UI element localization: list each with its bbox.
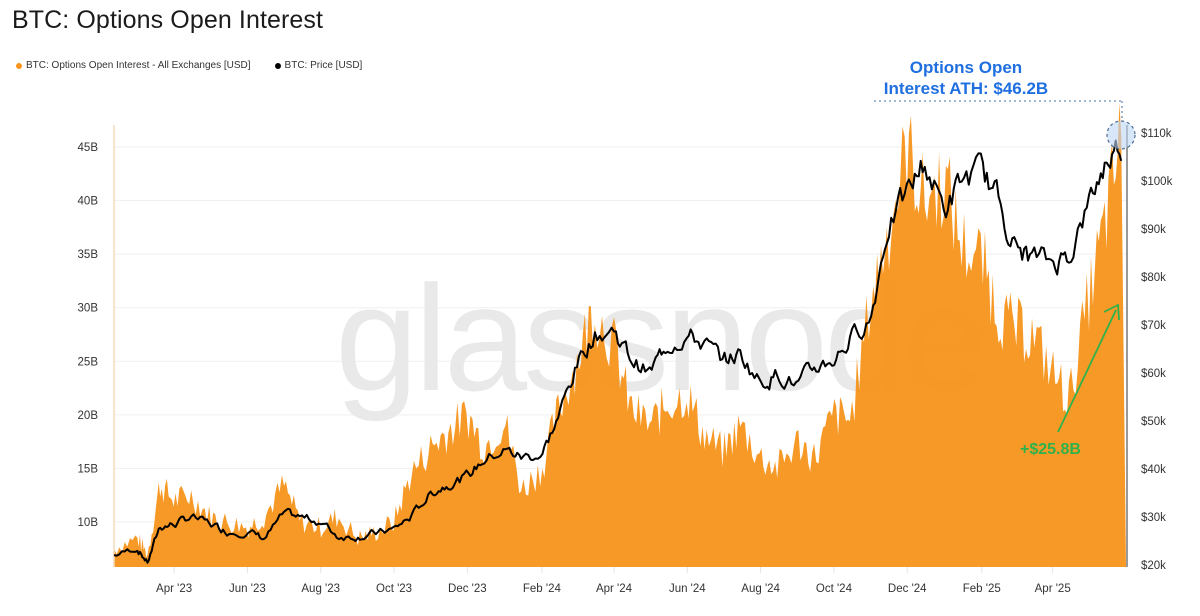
y-tick-right: $50k — [1141, 416, 1166, 428]
y-tick-left: 45B — [78, 142, 99, 154]
y-tick-left: 15B — [78, 463, 99, 475]
legend-item-open-interest[interactable]: BTC: Options Open Interest - All Exchang… — [16, 60, 251, 71]
legend-item-price[interactable]: BTC: Price [USD] — [274, 60, 363, 71]
y-tick-right: $30k — [1141, 512, 1166, 524]
gain-arrow-head-icon — [1103, 303, 1120, 321]
x-tick: Apr '23 — [156, 583, 192, 595]
x-tick: Dec '24 — [888, 583, 927, 595]
y-tick-left: 10B — [78, 517, 99, 529]
x-tick: Dec '23 — [448, 583, 487, 595]
right-y-axis: $20k $30k $40k $50k $60k $70k $80k $90k $100k $11… — [1141, 128, 1173, 572]
legend: BTC: Options Open Interest - All Exchang… — [16, 60, 362, 71]
black-dot-icon — [274, 62, 281, 69]
x-tick: Feb '24 — [523, 583, 562, 595]
ath-annotation: Options Open Interest ATH: $46.2B — [866, 57, 1066, 99]
y-tick-right: $110k — [1141, 128, 1172, 140]
x-tick: Apr '25 — [1035, 583, 1071, 595]
x-axis: Apr '23 Jun '23 Aug '23 Oct '23 Dec '23 Feb '… — [156, 567, 1071, 595]
x-tick: Feb '25 — [963, 583, 1001, 595]
y-tick-right: $20k — [1141, 560, 1166, 572]
ath-annotation-line2: Interest ATH: $46.2B — [883, 79, 1049, 98]
x-tick: Aug '24 — [741, 583, 780, 595]
y-tick-right: $80k — [1141, 272, 1166, 284]
left-y-axis: 10B 15B 20B 25B 30B 35B 40B 45B — [78, 142, 99, 529]
x-tick: Oct '24 — [816, 583, 853, 595]
x-tick: Jun '23 — [229, 583, 266, 595]
x-tick: Aug '23 — [301, 583, 340, 595]
y-tick-left: 35B — [78, 249, 99, 261]
y-tick-right: $90k — [1141, 224, 1166, 236]
y-tick-left: 20B — [78, 410, 99, 422]
y-tick-right: $100k — [1141, 176, 1173, 188]
y-tick-right: $70k — [1141, 320, 1166, 332]
chart-title: BTC: Options Open Interest — [12, 6, 324, 34]
x-tick: Apr '24 — [596, 583, 633, 595]
legend-label-price: BTC: Price [USD] — [284, 60, 363, 71]
y-tick-left: 40B — [78, 196, 99, 208]
gain-arrow-line — [1057, 309, 1117, 433]
y-tick-right: $60k — [1141, 368, 1166, 380]
legend-label-open-interest: BTC: Options Open Interest - All Exchang… — [26, 60, 251, 71]
orange-dot-icon — [16, 62, 22, 69]
ath-annotation-line1: Options Open — [909, 58, 1023, 77]
y-tick-left: 30B — [78, 303, 99, 315]
y-tick-right: $40k — [1141, 464, 1166, 476]
open-interest-area — [114, 102, 1126, 567]
y-tick-left: 25B — [78, 356, 99, 368]
x-tick: Jun '24 — [669, 583, 706, 595]
ath-highlight-circle-icon — [1106, 120, 1136, 150]
gain-annotation: +$25.8B — [1020, 441, 1081, 458]
x-tick: Oct '23 — [376, 583, 412, 595]
price-line — [113, 139, 1123, 564]
